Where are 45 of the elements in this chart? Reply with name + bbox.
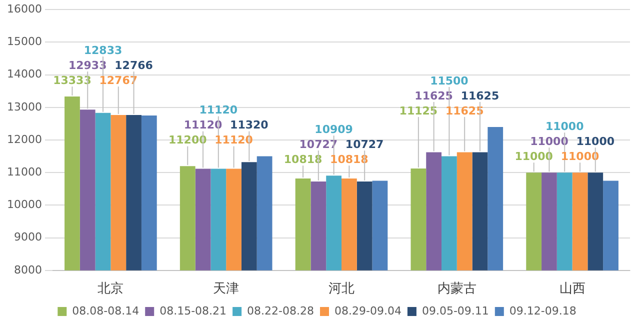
data-label: 11625: [414, 89, 453, 102]
legend-label: 08.22-08.28: [247, 304, 314, 318]
data-label: 11200: [168, 134, 208, 147]
data-label: 12766: [114, 58, 154, 72]
data-label: 12933: [68, 58, 107, 72]
y-tick-label: 12000: [6, 132, 42, 146]
legend-label: 08.29-09.04: [334, 304, 402, 318]
data-label: 10727: [299, 138, 338, 151]
data-label: 11120: [184, 118, 222, 132]
y-tick-label: 8000: [14, 263, 42, 276]
data-label: 11625: [445, 104, 484, 118]
legend-label: 09.12-09.18: [509, 304, 576, 318]
legend-label: 08.08-08.14: [72, 304, 140, 318]
y-tick-label: 14000: [6, 68, 42, 81]
data-label: 13333: [53, 74, 92, 87]
data-label: 11000: [530, 134, 569, 148]
legend-label: 09.05-09.11: [422, 304, 489, 318]
x-tick-label: 河北: [328, 282, 354, 297]
data-label: 11120: [199, 104, 238, 117]
y-tick-label: 15000: [6, 35, 42, 48]
data-label: 10818: [284, 152, 322, 166]
data-label: 11500: [430, 74, 469, 88]
x-tick-label: 内蒙古: [437, 282, 476, 297]
data-label: 11125: [399, 104, 438, 118]
data-label: 11000: [560, 150, 600, 163]
legend-label: 08.15-08.21: [160, 304, 227, 318]
y-tick-label: 16000: [6, 2, 42, 16]
data-label: 11120: [214, 134, 254, 147]
y-tick-label: 9000: [14, 230, 42, 244]
data-label: 11000: [576, 134, 615, 148]
x-tick-label: 天津: [213, 282, 240, 297]
x-tick-label: 北京: [98, 282, 124, 297]
data-label: 12767: [99, 74, 138, 87]
y-tick-label: 13000: [6, 100, 42, 114]
y-tick-label: 10000: [6, 198, 42, 212]
y-tick-label: 11000: [6, 165, 42, 178]
data-label: 10818: [330, 152, 368, 166]
data-label: 12833: [84, 44, 122, 57]
data-label: 11000: [545, 120, 584, 133]
data-label: 11625: [460, 89, 500, 102]
x-tick-label: 山西: [559, 282, 586, 297]
data-label: 11320: [230, 118, 269, 132]
data-label: 10909: [314, 122, 353, 136]
data-label: 11000: [514, 150, 554, 163]
data-label: 10727: [345, 138, 384, 151]
